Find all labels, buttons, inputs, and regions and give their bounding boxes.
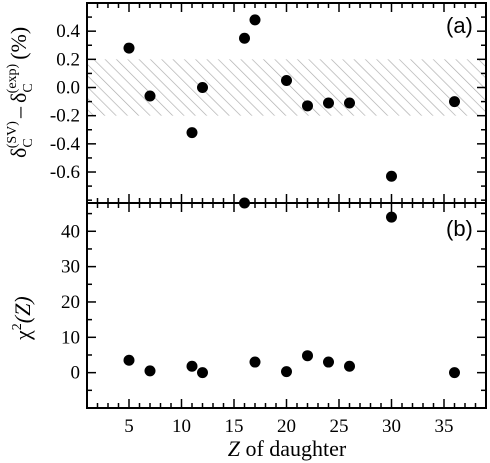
ylabel-a-base2: δ [6, 93, 31, 103]
y-tick-label: -0.2 [50, 106, 80, 127]
ylabel-a-base1: δ [6, 148, 31, 158]
data-point [386, 211, 397, 223]
data-point [281, 74, 292, 86]
data-point [386, 170, 397, 182]
y-tick-label: 20 [61, 292, 80, 313]
x-tick-label: 20 [277, 416, 296, 437]
data-point [344, 97, 355, 109]
data-point [186, 360, 198, 372]
x-tick-label: 15 [225, 416, 244, 437]
panel-a: 0.40.20.0-0.2-0.4-0.6 (a) δC(SV)–δC(exp)… [5, 2, 487, 204]
x-tick-label: 25 [330, 416, 349, 437]
y-tick-label: 0.0 [56, 78, 80, 99]
panel-b-y-axis-title: χ2(Z) [10, 296, 35, 341]
panel-a-label: (a) [446, 13, 473, 38]
data-point [323, 356, 334, 368]
data-point [197, 82, 208, 94]
data-point [123, 42, 135, 54]
data-point [344, 360, 355, 372]
reference-band [87, 59, 486, 116]
data-point [249, 14, 261, 26]
ylabel-b-base: χ [10, 330, 35, 341]
y-tick-label: 30 [61, 257, 80, 278]
ylabel-a-sup1: (SV) [5, 121, 20, 149]
data-point [144, 365, 156, 377]
x-tick-label: 30 [382, 416, 401, 437]
panel-b-frame [86, 202, 487, 409]
panel-a-y-axis-title: δC(SV)–δC(exp)(%) [5, 27, 36, 158]
y-tick-label: 0.2 [56, 49, 80, 70]
ylabel-a-sub1: C [21, 138, 36, 147]
panel-b: 0 10 20 30 40 5 10 15 20 25 30 35 (b) χ2(Z) Z of da… [10, 197, 487, 461]
data-point [281, 366, 292, 378]
ylabel-a-sub2: C [21, 83, 36, 92]
panel-a-ticks: 0.4 0.2 0.0 -0.2 -0.4 -0.6 [50, 2, 487, 203]
ylabel-b-arg: (Z) [10, 296, 35, 323]
xlabel-rest: of daughter [240, 436, 347, 461]
panel-b-points [123, 197, 460, 379]
data-point [449, 96, 460, 108]
y-tick-label: 0 [71, 363, 81, 384]
x-axis-title: Z of daughter [228, 436, 347, 461]
ylabel-a-minus: – [6, 106, 31, 119]
x-tick-label: 5 [124, 416, 134, 437]
y-tick-label: 0.4 [56, 21, 80, 42]
data-point [323, 97, 334, 109]
data-point [302, 100, 313, 112]
y-tick-label: 40 [61, 221, 80, 242]
data-point [239, 32, 250, 44]
data-point [449, 367, 460, 379]
ylabel-a-sup2: (exp) [5, 63, 20, 93]
y-tick-label: -0.4 [50, 134, 81, 155]
x-tick-label: 35 [435, 416, 454, 437]
xlabel-var: Z [228, 436, 241, 461]
panel-b-ticks: 0 10 20 30 40 5 10 15 20 25 30 35 [61, 203, 487, 437]
ylabel-b-sup: 2 [10, 323, 25, 330]
x-tick-label: 10 [172, 416, 191, 437]
panel-b-label: (b) [446, 216, 473, 241]
y-tick-label: -0.6 [50, 162, 80, 183]
data-point [123, 354, 135, 366]
data-point [249, 356, 261, 368]
data-point [186, 127, 198, 139]
data-point [197, 367, 208, 379]
ylabel-a-unit: (%) [6, 27, 31, 60]
data-point [144, 90, 156, 102]
data-point [302, 350, 313, 362]
panel-a-points [123, 14, 460, 182]
y-tick-label: 10 [61, 327, 80, 348]
